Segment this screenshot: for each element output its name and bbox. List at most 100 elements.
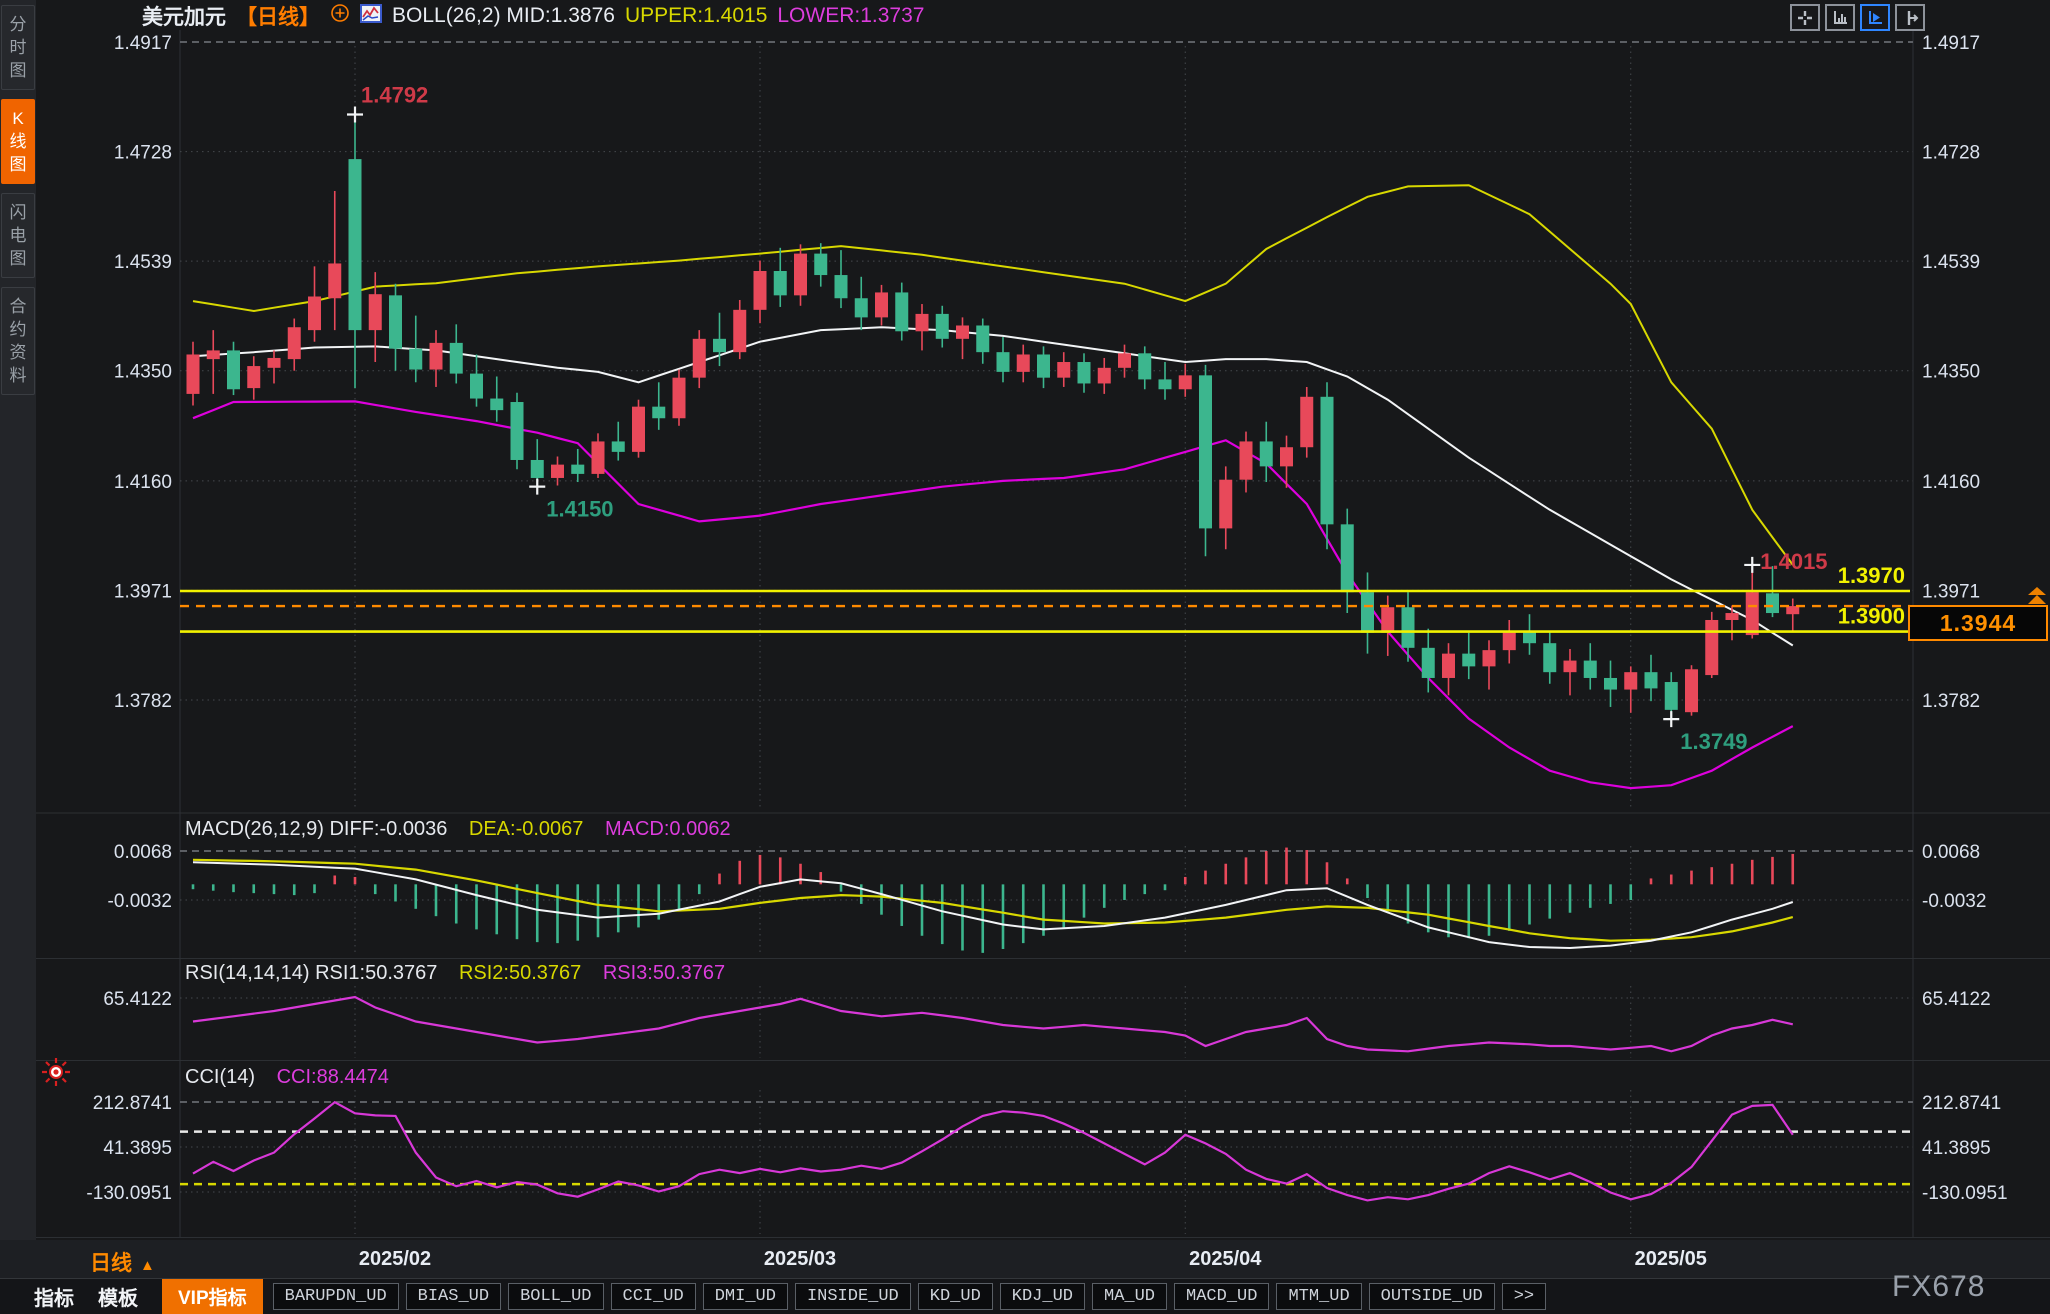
tab-bias_ud[interactable]: BIAS_UD	[405, 1283, 502, 1310]
candle-body	[186, 354, 200, 394]
bar-chart-axes-icon[interactable]	[1825, 4, 1855, 31]
macd-diff-value: MACD(26,12,9) DIFF:-0.0036	[185, 818, 448, 840]
chart-toolbar	[1790, 4, 1925, 31]
candlestick-series	[186, 114, 1800, 720]
alert-sun-icon[interactable]	[40, 1056, 72, 1093]
tab-barupdn_ud[interactable]: BARUPDN_UD	[272, 1283, 399, 1310]
candle-body	[470, 373, 483, 399]
candle-body	[1158, 379, 1172, 390]
tab-outside_ud[interactable]: OUTSIDE_UD	[1368, 1283, 1495, 1310]
x-axis-date-label: 2025/04	[1189, 1248, 1262, 1270]
crosshair-icon[interactable]	[1790, 4, 1820, 31]
axis-tick-label: 1.4728	[114, 143, 172, 164]
axis-scale-icon[interactable]	[1895, 4, 1925, 31]
date-axis-row: 日线 ▲ 2025/02 2025/03 2025/04 2025/05	[0, 1240, 2050, 1278]
candle-body	[895, 292, 909, 332]
candle-body	[1199, 375, 1212, 529]
watermark: FX678	[1892, 1270, 1986, 1303]
candle-body	[1583, 660, 1597, 678]
candle-body	[490, 398, 504, 411]
tab-boll_ud[interactable]: BOLL_UD	[508, 1283, 604, 1310]
extreme-cross-marker	[529, 478, 546, 495]
rsi2-value: RSI2:50.3767	[458, 962, 582, 984]
extreme-price-label: 1.4792	[361, 82, 428, 107]
tab-kdj_ud[interactable]: KDJ_UD	[999, 1283, 1085, 1310]
timeframe-selector[interactable]: 日线 ▲	[90, 1252, 155, 1275]
tab-macd_ud[interactable]: MACD_UD	[1174, 1283, 1270, 1310]
triangle-up-icon: ▲	[140, 1257, 155, 1274]
tab-dmi_ud[interactable]: DMI_UD	[702, 1283, 788, 1310]
tab-mtm_ud[interactable]: MTM_UD	[1276, 1283, 1362, 1310]
chart-header: 美元加元 【日线】 BOLL(26,2) MID:1.3876 UPPER:1.…	[142, 3, 924, 29]
candle-body	[1178, 375, 1192, 390]
tab-ma_ud[interactable]: MA_UD	[1092, 1283, 1168, 1310]
candle-body	[652, 406, 666, 419]
candle-body	[267, 357, 281, 368]
axis-tick-label: 1.3782	[114, 691, 172, 712]
tab-vip[interactable]: VIP指标	[162, 1279, 263, 1314]
axis-tick-label: 41.3895	[103, 1138, 172, 1159]
candle-body	[530, 459, 544, 478]
extreme-cross-marker	[1744, 556, 1761, 573]
tab->>[interactable]: >>	[1501, 1283, 1547, 1310]
axis-tick-label: 1.4350	[114, 362, 172, 383]
axis-tick-label: 1.4160	[114, 472, 172, 493]
tab-cci_ud[interactable]: CCI_UD	[610, 1283, 696, 1310]
macd-dea-value: DEA:-0.0067	[468, 818, 584, 840]
candle-body	[429, 342, 443, 370]
candle-body	[956, 325, 969, 339]
candle-body	[348, 159, 362, 331]
candle-body	[308, 296, 321, 331]
cci-line	[192, 1100, 1794, 1202]
sidebar-item-0[interactable]: 分时图	[1, 5, 35, 90]
tab-inside_ud[interactable]: INSIDE_UD	[794, 1283, 911, 1310]
axis-tick-label: 41.3895	[1922, 1138, 1991, 1159]
candle-body	[814, 253, 828, 276]
candle-body	[1077, 362, 1091, 384]
play-chart-axes-icon[interactable]	[1860, 4, 1890, 31]
candle-body	[449, 342, 463, 374]
mini-chart-icon[interactable]	[360, 3, 382, 29]
tab-kd_ud[interactable]: KD_UD	[917, 1283, 993, 1310]
rsi3-value: RSI3:50.3767	[602, 962, 726, 984]
candle-body	[632, 406, 645, 452]
extreme-cross-marker	[1663, 711, 1680, 728]
candle-body	[1259, 441, 1273, 467]
candle-body	[1421, 647, 1435, 678]
sidebar-item-2[interactable]: 闪电图	[1, 193, 35, 278]
sidebar-item-3[interactable]: 合约资料	[1, 287, 35, 395]
horizontal-line[interactable]: 1.3900	[180, 604, 1910, 633]
candle-body	[713, 338, 726, 353]
period-label[interactable]: 【日线】	[236, 6, 320, 29]
axis-tick-label: 65.4122	[1922, 989, 1991, 1010]
tab-[interactable]: 模板	[98, 1288, 138, 1310]
candle-body	[1442, 653, 1455, 678]
candle-body	[1280, 447, 1293, 467]
symbol-name: 美元加元	[142, 6, 226, 29]
candle-body	[1300, 396, 1314, 448]
candle-body	[510, 402, 524, 460]
candle-body	[1624, 672, 1638, 690]
candle-body	[227, 350, 240, 390]
axis-tick-label: -0.0032	[108, 891, 172, 912]
candle-body	[409, 348, 423, 370]
candle-body	[1320, 396, 1334, 525]
axis-tick-label: 1.3971	[1922, 581, 1980, 602]
candle-body	[287, 327, 301, 360]
axis-tick-label: 1.4160	[1922, 472, 1980, 493]
candle-body	[1037, 354, 1050, 378]
boll-mid-value: BOLL(26,2) MID:1.3876	[392, 4, 615, 27]
candle-body	[1523, 631, 1536, 644]
candle-body	[368, 294, 382, 331]
rsi-line	[192, 995, 1794, 1053]
tab-[interactable]: 指标	[34, 1288, 74, 1310]
extreme-price-label: 1.4150	[546, 497, 613, 522]
candle-body	[773, 270, 787, 296]
axis-tick-label: 1.4350	[1922, 362, 1980, 383]
horizontal-line[interactable]: 1.3970	[180, 563, 1910, 593]
axis-tick-label: 0.0068	[114, 842, 172, 863]
candle-body	[753, 270, 767, 310]
plus-circle-icon[interactable]	[330, 3, 350, 29]
